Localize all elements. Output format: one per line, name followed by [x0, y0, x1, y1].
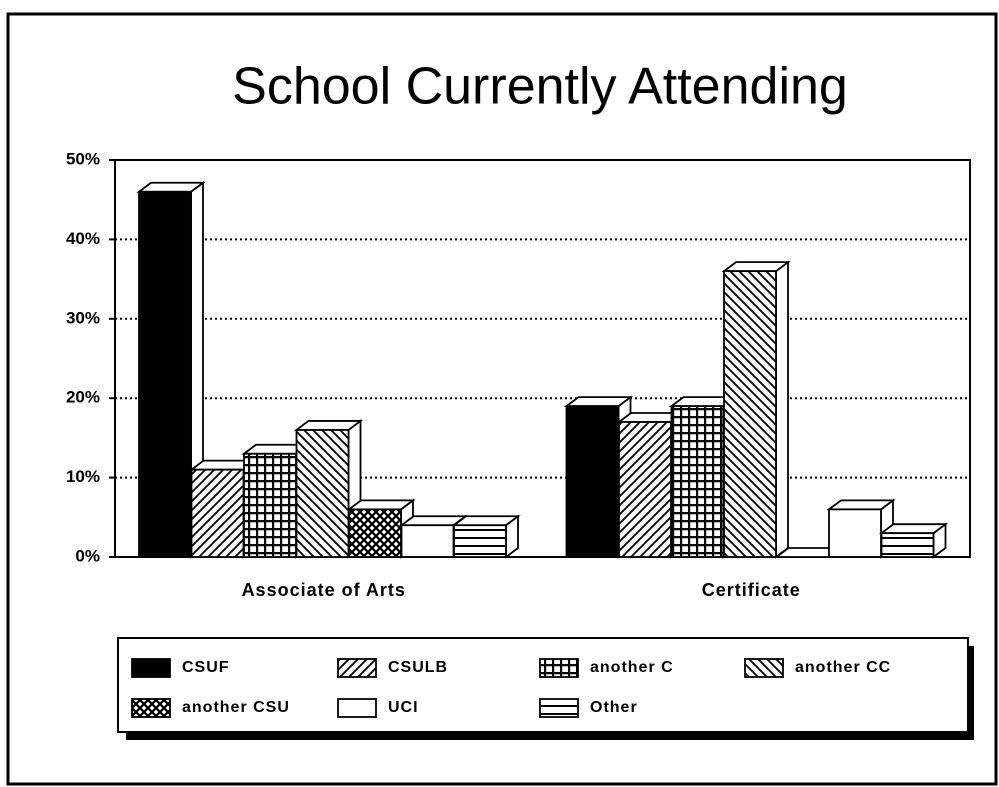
bar	[451, 514, 521, 559]
bar-top	[826, 499, 896, 511]
bar-front	[348, 508, 402, 558]
bar	[826, 498, 896, 559]
bar-top	[136, 181, 206, 193]
legend-label: another CSU	[182, 699, 290, 716]
y-tick-label: 10%	[66, 467, 100, 486]
y-tick-label: 50%	[66, 149, 100, 168]
x-tick-label: Certificate	[702, 580, 801, 600]
legend-swatch	[131, 658, 171, 678]
legend-swatch	[539, 658, 579, 678]
bar-top	[293, 420, 364, 431]
bar-top	[563, 396, 634, 408]
legend-label: CSUF	[182, 659, 230, 676]
y-tick-label: 40%	[66, 229, 100, 248]
bar-top	[451, 515, 521, 527]
bar-front	[880, 532, 935, 558]
legend-swatch	[131, 698, 171, 718]
bar	[878, 522, 949, 559]
legend-label: another C	[590, 659, 674, 676]
chart-title: School Currently Attending	[232, 58, 848, 116]
bar-top	[721, 261, 791, 273]
legend	[117, 637, 969, 733]
legend-swatch	[337, 658, 377, 678]
bar-side	[775, 260, 789, 559]
legend-label: CSULB	[388, 659, 448, 676]
bar-front	[453, 524, 507, 558]
bar-front	[565, 405, 620, 558]
y-tick-label: 0%	[75, 546, 100, 565]
bar	[293, 419, 364, 559]
bar-front	[670, 405, 725, 558]
legend-label: UCI	[388, 699, 419, 716]
bar	[721, 260, 791, 559]
y-tick-label: 20%	[66, 388, 100, 407]
legend-label: Other	[590, 699, 638, 716]
y-tick-label: 30%	[66, 308, 100, 327]
bar-top	[346, 499, 416, 511]
legend-swatch	[539, 698, 579, 718]
legend-swatch	[337, 698, 377, 718]
bar-front	[400, 524, 455, 558]
bar-front	[828, 508, 882, 558]
bar-front	[190, 468, 245, 558]
bar-front	[295, 429, 350, 558]
x-tick-label: Associate of Arts	[242, 580, 406, 600]
bar-front	[618, 421, 672, 558]
bar-front	[243, 452, 297, 558]
legend-label: another CC	[795, 659, 891, 676]
bar-front	[723, 270, 777, 558]
bar-top	[878, 523, 949, 535]
frame	[6, 12, 998, 786]
bar-front	[138, 190, 192, 558]
legend-swatch	[744, 658, 784, 678]
plot-frame	[114, 159, 971, 558]
